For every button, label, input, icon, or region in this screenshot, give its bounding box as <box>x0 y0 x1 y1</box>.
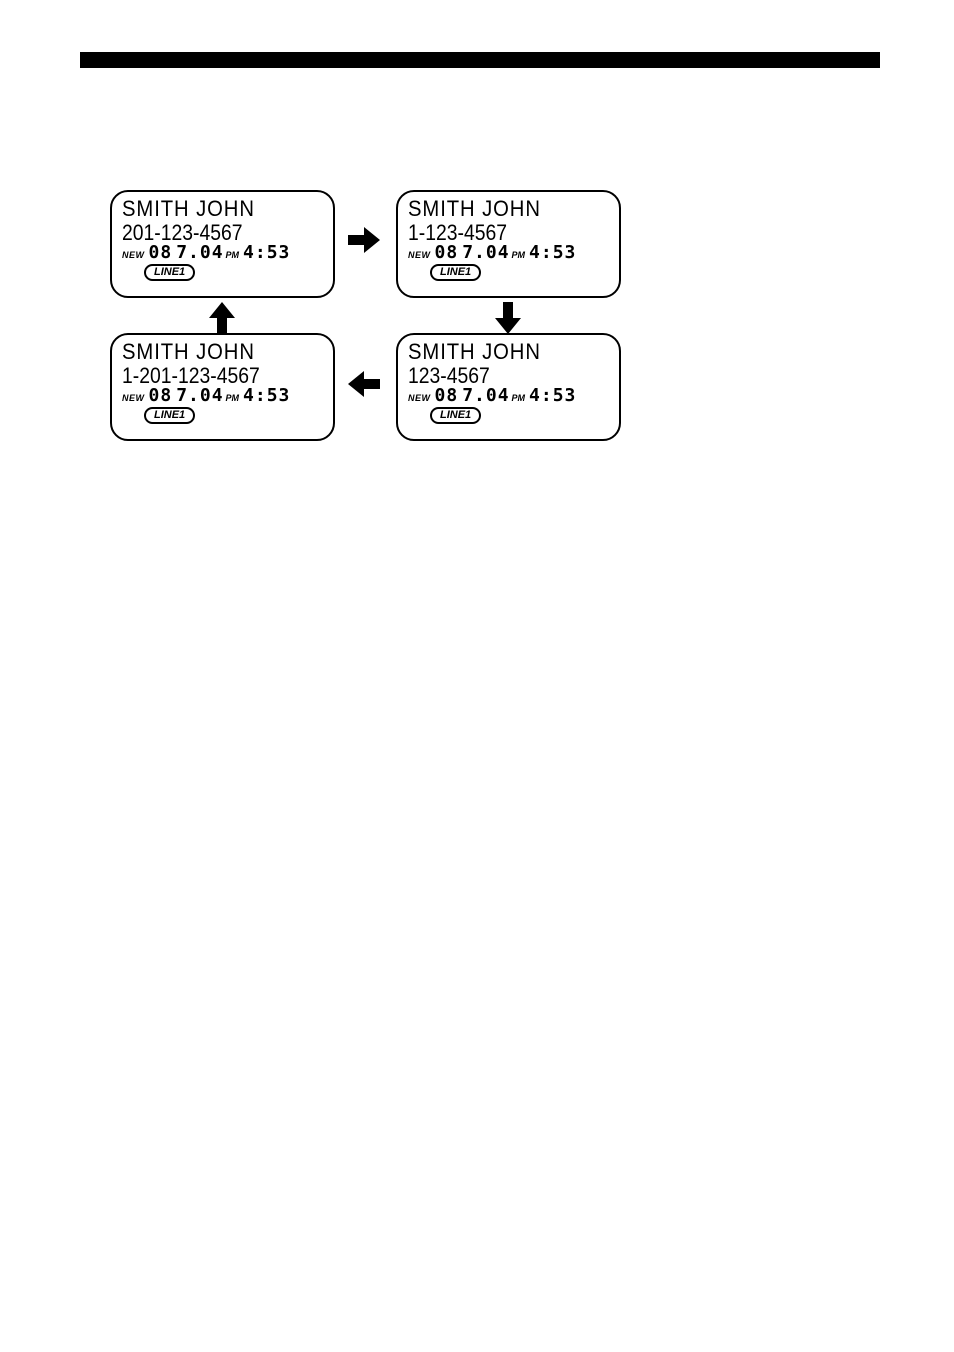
screen-cycle-diagram: SMITH JOHN 201-123-4567 NEW 08 7.04 PM 4… <box>110 190 630 450</box>
caller-name: SMITH JOHN <box>122 339 309 365</box>
lcd-screen-top-right: SMITH JOHN 1-123-4567 NEW 08 7.04 PM 4:5… <box>396 190 621 298</box>
caller-name: SMITH JOHN <box>408 339 595 365</box>
phone-number: 1-201-123-4567 <box>122 365 301 387</box>
status-row: NEW 08 7.04 PM 4:53 <box>122 387 325 405</box>
phone-number: 123-4567 <box>408 365 587 387</box>
line-badge: LINE1 <box>144 264 195 281</box>
arrow-left-icon <box>346 366 382 402</box>
seg-count: 08 <box>435 387 459 405</box>
seg-count: 08 <box>435 244 459 262</box>
lcd-screen-bottom-left: SMITH JOHN 1-201-123-4567 NEW 08 7.04 PM… <box>110 333 335 441</box>
seg-time: 4:53 <box>243 244 290 262</box>
arrow-down-icon <box>490 300 526 336</box>
line-badge: LINE1 <box>430 407 481 424</box>
pm-label: PM <box>512 251 526 260</box>
seg-count: 08 <box>149 387 173 405</box>
seg-time: 4:53 <box>243 387 290 405</box>
arrow-right-icon <box>346 222 382 258</box>
new-label: NEW <box>408 251 431 260</box>
status-row: NEW 08 7.04 PM 4:53 <box>408 387 611 405</box>
pm-label: PM <box>226 394 240 403</box>
lcd-screen-bottom-right: SMITH JOHN 123-4567 NEW 08 7.04 PM 4:53 … <box>396 333 621 441</box>
seg-date: 7.04 <box>176 387 223 405</box>
page: SMITH JOHN 201-123-4567 NEW 08 7.04 PM 4… <box>0 0 954 1352</box>
seg-time: 4:53 <box>529 244 576 262</box>
new-label: NEW <box>122 251 145 260</box>
phone-number: 201-123-4567 <box>122 222 301 244</box>
status-row: NEW 08 7.04 PM 4:53 <box>122 244 325 262</box>
header-bar <box>80 52 880 68</box>
new-label: NEW <box>122 394 145 403</box>
line-badge: LINE1 <box>430 264 481 281</box>
caller-name: SMITH JOHN <box>408 196 595 222</box>
seg-date: 7.04 <box>462 387 509 405</box>
caller-name: SMITH JOHN <box>122 196 309 222</box>
phone-number: 1-123-4567 <box>408 222 587 244</box>
arrow-up-icon <box>204 300 240 336</box>
seg-time: 4:53 <box>529 387 576 405</box>
status-row: NEW 08 7.04 PM 4:53 <box>408 244 611 262</box>
new-label: NEW <box>408 394 431 403</box>
lcd-screen-top-left: SMITH JOHN 201-123-4567 NEW 08 7.04 PM 4… <box>110 190 335 298</box>
pm-label: PM <box>226 251 240 260</box>
line-badge: LINE1 <box>144 407 195 424</box>
pm-label: PM <box>512 394 526 403</box>
seg-date: 7.04 <box>462 244 509 262</box>
seg-count: 08 <box>149 244 173 262</box>
seg-date: 7.04 <box>176 244 223 262</box>
